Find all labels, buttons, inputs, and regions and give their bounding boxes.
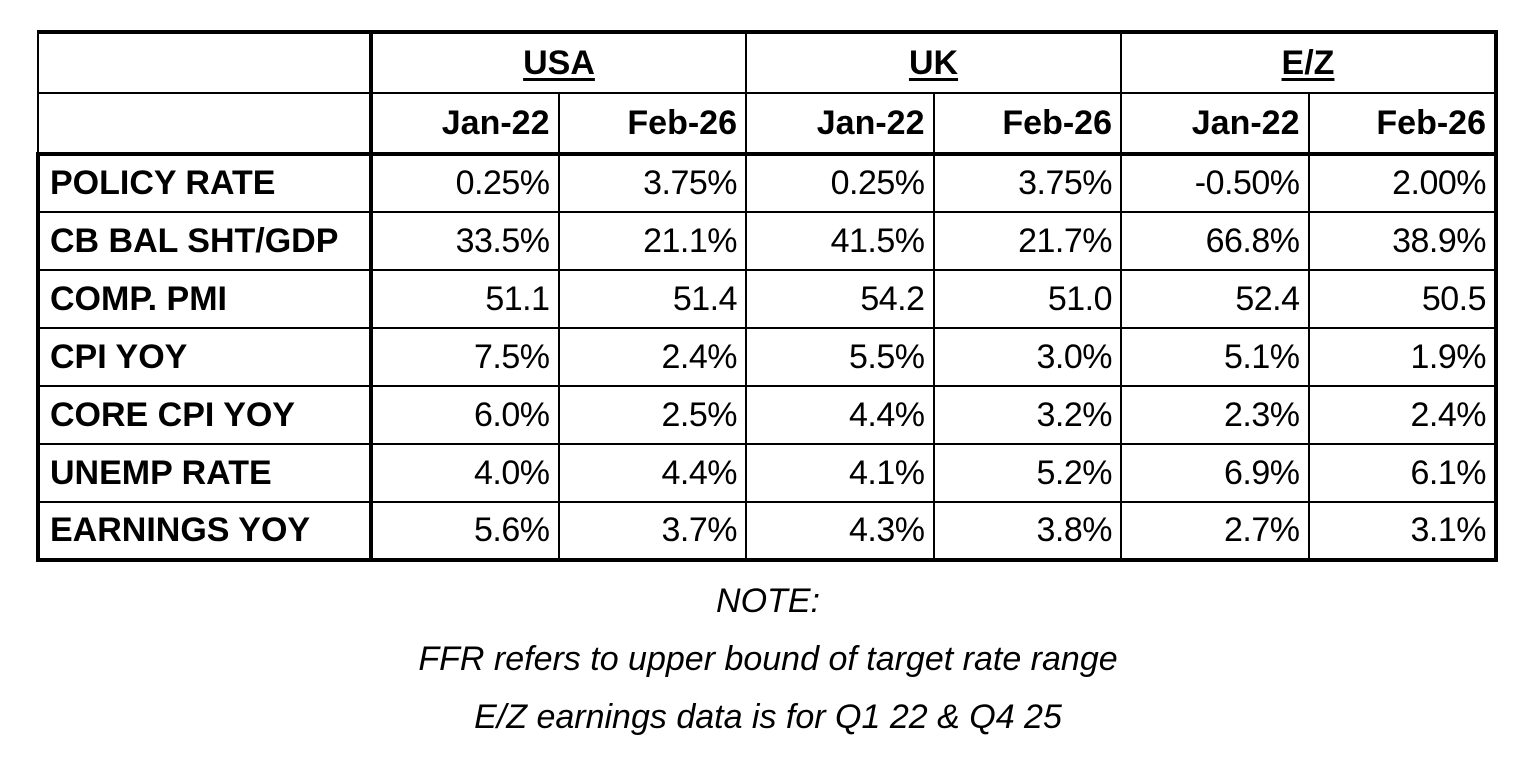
date-header: Jan-22 (745, 92, 934, 154)
date-header: Feb-26 (557, 92, 746, 154)
table-cell: 3.75% (932, 152, 1121, 212)
macro-comparison-table-container: USA UK E/Z Jan-22 Feb-26 Jan-22 Feb-26 J… (36, 30, 1498, 562)
region-header-ez: E/Z (1120, 30, 1498, 93)
table-cell: 7.5% (369, 327, 559, 386)
date-header: Jan-22 (1120, 92, 1309, 154)
table-cell: 21.7% (932, 211, 1121, 270)
table-cell: 0.25% (745, 152, 934, 212)
table-cell: 0.25% (369, 152, 559, 212)
table-cell: 38.9% (1307, 211, 1498, 270)
table-cell: 2.5% (557, 385, 746, 444)
row-label: COMP. PMI (36, 269, 371, 328)
region-label: UK (908, 43, 959, 82)
table-cell: 5.2% (932, 443, 1121, 502)
table-cell: 4.3% (745, 501, 934, 562)
table-cell: 2.00% (1307, 152, 1498, 212)
table-cell: 52.4 (1120, 269, 1309, 328)
region-header-row: USA UK E/Z (37, 30, 1498, 93)
note-line: FFR refers to upper bound of target rate… (418, 640, 1118, 678)
row-label: CORE CPI YOY (36, 385, 371, 444)
table-cell: 4.4% (745, 385, 934, 444)
corner-blank-cell (37, 30, 371, 93)
region-label: USA (523, 43, 595, 82)
table-cell: 3.8% (932, 501, 1121, 562)
macro-comparison-table: USA UK E/Z Jan-22 Feb-26 Jan-22 Feb-26 J… (36, 30, 1498, 562)
table-row: EARNINGS YOY 5.6% 3.7% 4.3% 3.8% 2.7% 3.… (36, 501, 1498, 562)
table-row: CPI YOY 7.5% 2.4% 5.5% 3.0% 5.1% 1.9% (36, 327, 1498, 386)
table-cell: 51.0 (932, 269, 1121, 328)
row-label: EARNINGS YOY (36, 501, 371, 562)
region-header-usa: USA (369, 30, 746, 93)
date-header: Feb-26 (1307, 92, 1498, 154)
table-row: POLICY RATE 0.25% 3.75% 0.25% 3.75% -0.5… (36, 152, 1498, 212)
note-heading: NOTE: (716, 582, 820, 620)
table-cell: 5.5% (745, 327, 934, 386)
date-header: Jan-22 (369, 92, 559, 154)
table-row: UNEMP RATE 4.0% 4.4% 4.1% 5.2% 6.9% 6.1% (36, 443, 1498, 502)
table-cell: 21.1% (557, 211, 746, 270)
table-cell: 3.1% (1307, 501, 1498, 562)
table-cell: 3.0% (932, 327, 1121, 386)
row-label: POLICY RATE (36, 152, 371, 212)
table-cell: 50.5 (1307, 269, 1498, 328)
note-line: E/Z earnings data is for Q1 22 & Q4 25 (474, 698, 1062, 736)
table-cell: 5.6% (369, 501, 559, 562)
table-cell: 2.7% (1120, 501, 1309, 562)
table-cell: 33.5% (369, 211, 559, 270)
table-cell: 66.8% (1120, 211, 1309, 270)
table-cell: 6.1% (1307, 443, 1498, 502)
table-cell: 2.4% (557, 327, 746, 386)
date-header-row: Jan-22 Feb-26 Jan-22 Feb-26 Jan-22 Feb-2… (37, 92, 1498, 154)
region-header-uk: UK (745, 30, 1121, 93)
table-cell: 51.1 (369, 269, 559, 328)
table-cell: 51.4 (557, 269, 746, 328)
row-label: CB BAL SHT/GDP (36, 211, 371, 270)
table-cell: 6.0% (369, 385, 559, 444)
table-row: COMP. PMI 51.1 51.4 54.2 51.0 52.4 50.5 (36, 269, 1498, 328)
table-cell: 3.7% (557, 501, 746, 562)
table-cell: 41.5% (745, 211, 934, 270)
date-header: Feb-26 (932, 92, 1121, 154)
table-cell: 5.1% (1120, 327, 1309, 386)
table-cell: 4.0% (369, 443, 559, 502)
table-row: CORE CPI YOY 6.0% 2.5% 4.4% 3.2% 2.3% 2.… (36, 385, 1498, 444)
table-cell: 3.2% (932, 385, 1121, 444)
row-label: UNEMP RATE (36, 443, 371, 502)
table-cell: 6.9% (1120, 443, 1309, 502)
row-label: CPI YOY (36, 327, 371, 386)
region-label: E/Z (1281, 43, 1335, 82)
table-cell: 3.75% (557, 152, 746, 212)
table-cell: 2.3% (1120, 385, 1309, 444)
table-cell: 1.9% (1307, 327, 1498, 386)
table-cell: -0.50% (1120, 152, 1309, 212)
notes-block: NOTE: FFR refers to upper bound of targe… (0, 572, 1536, 746)
table-cell: 4.1% (745, 443, 934, 502)
table-cell: 54.2 (745, 269, 934, 328)
corner-blank-cell (37, 92, 371, 154)
table-cell: 2.4% (1307, 385, 1498, 444)
table-cell: 4.4% (557, 443, 746, 502)
table-row: CB BAL SHT/GDP 33.5% 21.1% 41.5% 21.7% 6… (36, 211, 1498, 270)
